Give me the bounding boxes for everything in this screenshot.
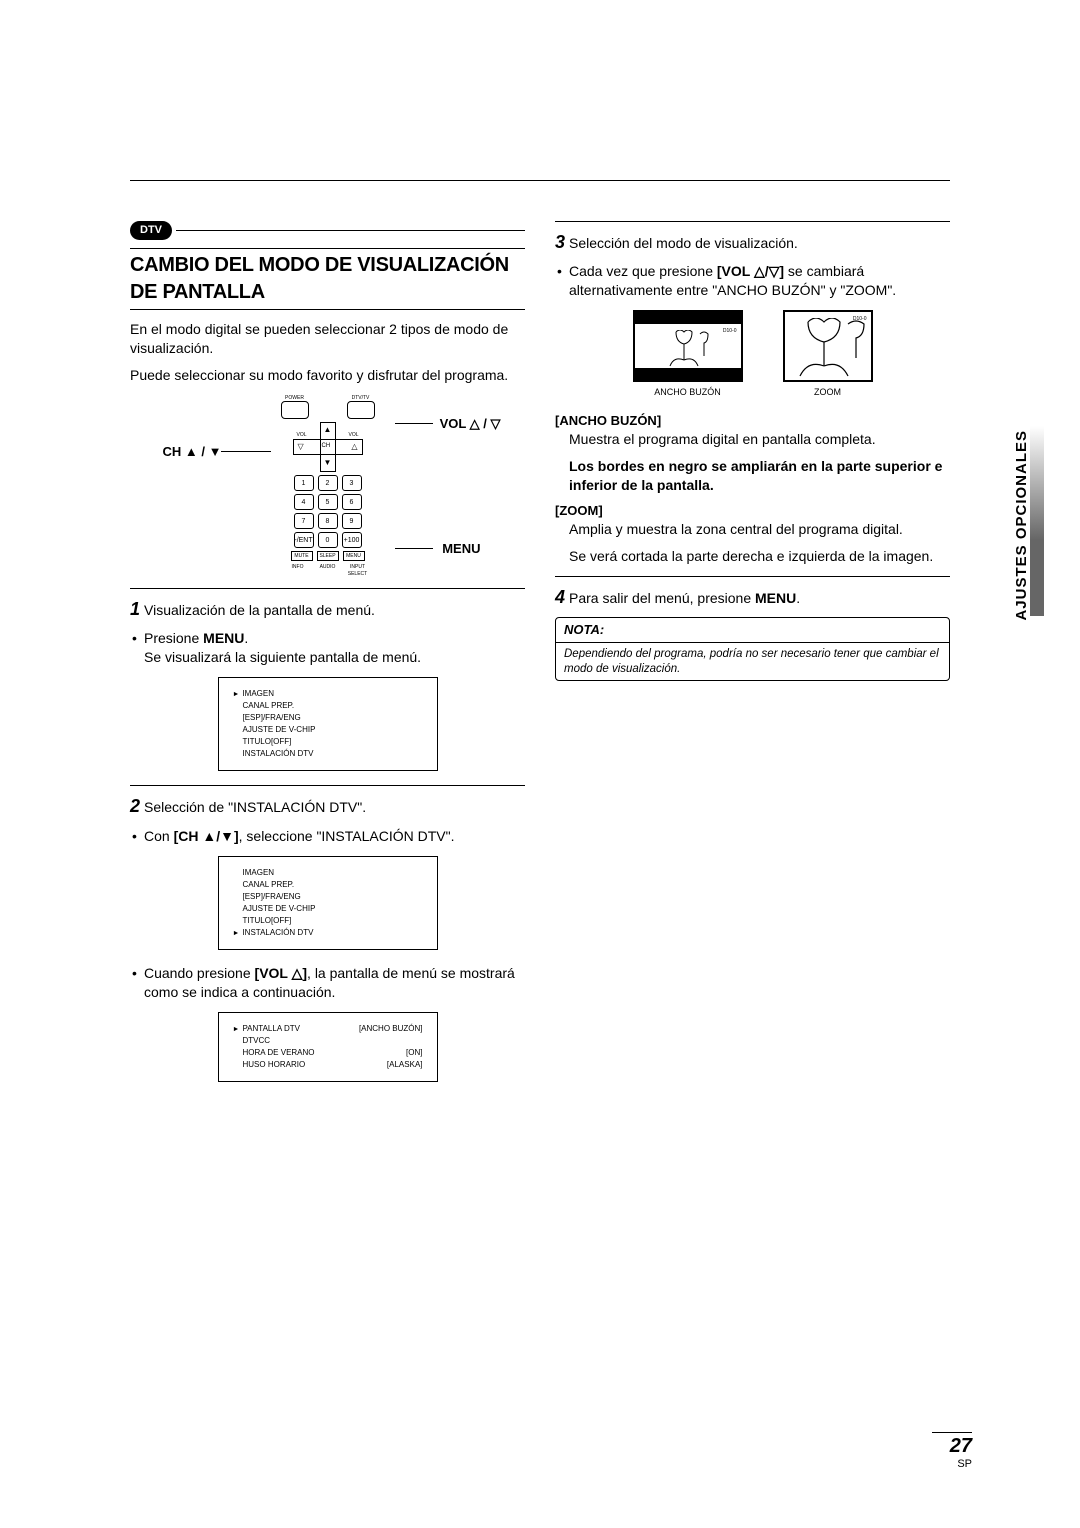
step2b-bullet: Cuando presione [VOL △], la pantalla de … <box>130 964 525 1002</box>
page-content: DTV CAMBIO DEL MODO DE VISUALIZACIÓN DE … <box>130 180 950 1096</box>
ancho-line2: Los bordes en negro se ampliarán en la p… <box>569 458 942 493</box>
step4: 4Para salir del menú, presione MENU. <box>555 585 950 609</box>
side-tab-label: AJUSTES OPCIONALES <box>1013 430 1030 621</box>
tulip-icon <box>788 318 868 378</box>
callout-ch: CH ▲ / ▼ <box>163 443 222 461</box>
step2-bullet: Con [CH ▲/▼], seleccione "INSTALACIÓN DT… <box>130 827 525 846</box>
page-number: 27 SP <box>932 1432 972 1470</box>
ancho-heading: [ANCHO BUZÓN] <box>555 412 950 430</box>
display-modes: D10-0 ANCHO BUZÓN D10-0 ZOOM <box>555 310 950 398</box>
dtv-badge: DTV <box>130 221 172 240</box>
step3-head: 3Selección del modo de visualización. <box>555 230 950 254</box>
zoom-line2: Se verá cortada la parte derecha e izqui… <box>555 547 950 566</box>
mode-zoom: D10-0 ZOOM <box>783 310 873 398</box>
section-title: CAMBIO DEL MODO DE VISUALIZACIÓN DE PANT… <box>130 248 525 310</box>
side-gradient <box>1030 426 1044 616</box>
step1-bullet: Presione MENU. Se visualizará la siguien… <box>130 629 525 667</box>
dtv-badge-row: DTV <box>130 221 525 240</box>
zoom-heading: [ZOOM] <box>555 502 950 520</box>
menu-screen-2: IMAGENCANAL PREP.[ESP]/FRA/ENGAJUSTE DE … <box>218 856 438 951</box>
right-column: 3Selección del modo de visualización. Ca… <box>555 221 950 1096</box>
left-column: DTV CAMBIO DEL MODO DE VISUALIZACIÓN DE … <box>130 221 525 1096</box>
menu-screen-3: PANTALLA DTV[ANCHO BUZÓN]DTVCCHORA DE VE… <box>218 1012 438 1083</box>
note-body: Dependiendo del programa, podría no ser … <box>564 647 941 677</box>
step2-head: 2Selección de "INSTALACIÓN DTV". <box>130 794 525 818</box>
step1-head: 1Visualización de la pantalla de menú. <box>130 597 525 621</box>
callout-menu: MENU <box>442 540 480 558</box>
tulip-icon <box>658 330 718 368</box>
intro-2: Puede seleccionar su modo favorito y dis… <box>130 366 525 385</box>
remote-diagram: VOL △ / ▽ CH ▲ / ▼ MENU POWER DTV/TV VOL… <box>203 395 453 578</box>
note-heading: NOTA: <box>556 618 949 643</box>
step3-bullet: Cada vez que presione [VOL △/▽] se cambi… <box>555 262 950 300</box>
ancho-line1: Muestra el programa digital en pantalla … <box>555 430 950 449</box>
mode-ancho-buzon: D10-0 ANCHO BUZÓN <box>633 310 743 398</box>
menu-screen-1: IMAGENCANAL PREP.[ESP]/FRA/ENGAJUSTE DE … <box>218 677 438 772</box>
intro-1: En el modo digital se pueden seleccionar… <box>130 320 525 358</box>
callout-vol: VOL △ / ▽ <box>440 415 501 433</box>
note-box: NOTA: Dependiendo del programa, podría n… <box>555 617 950 681</box>
zoom-line1: Amplia y muestra la zona central del pro… <box>555 520 950 539</box>
